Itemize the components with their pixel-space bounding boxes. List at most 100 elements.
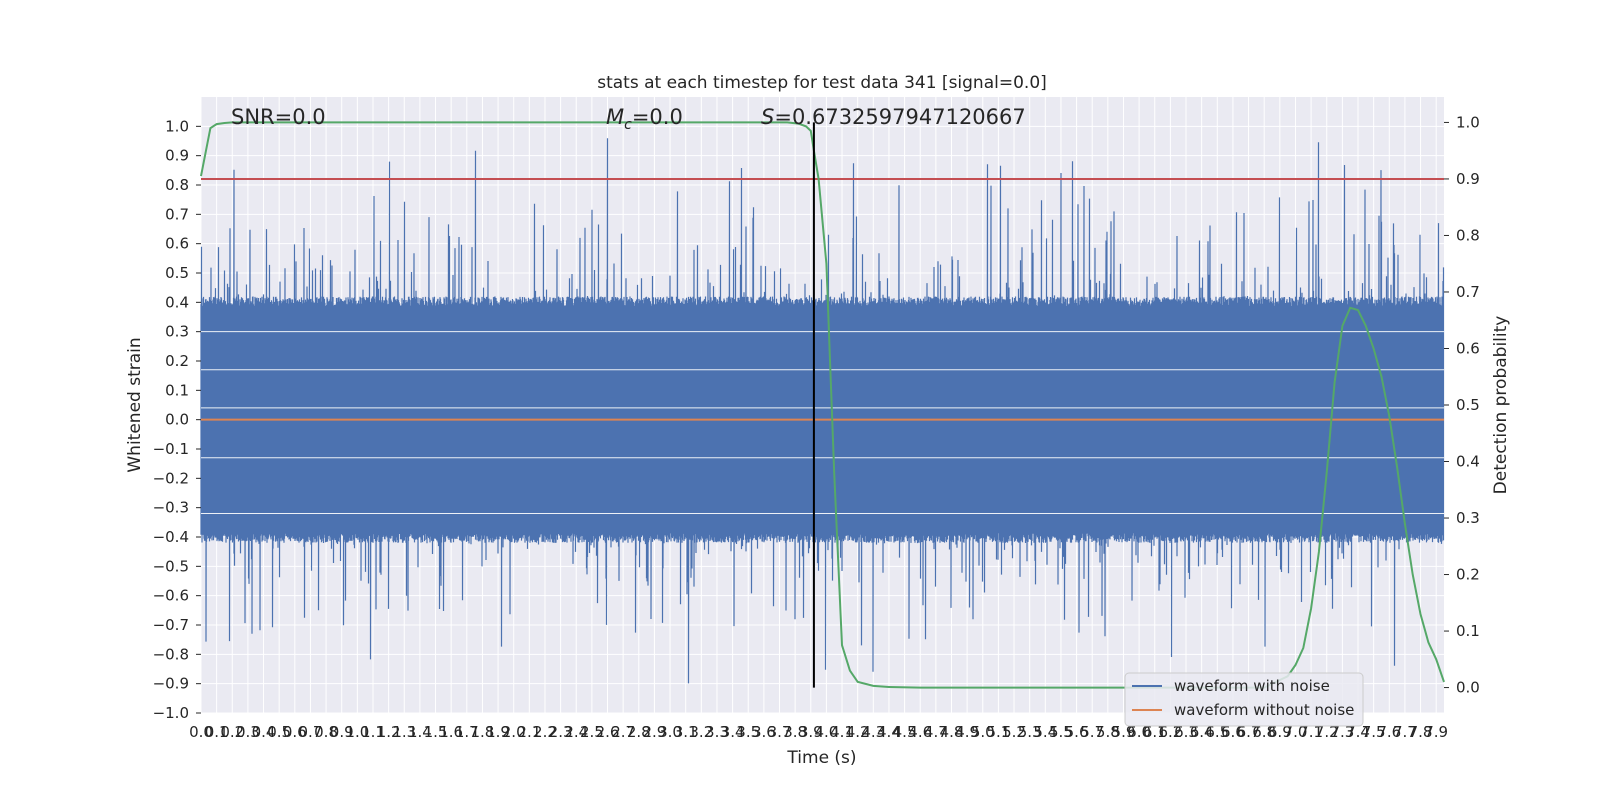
y-axis-label: Whitened strain [125,337,145,472]
x-tick-label: 7.0 [1284,723,1308,741]
legend-label-noise: waveform with noise [1174,677,1330,695]
x-tick-label: 7.8 [1409,723,1433,741]
x-tick-label: 6.6 [1221,723,1245,741]
right-y-tick-label: 0.2 [1456,566,1480,584]
left-y-tick-label: −0.1 [153,440,189,458]
left-y-tick-label: 0.7 [165,205,189,223]
x-tick-label: 7.5 [1362,723,1386,741]
x-tick-label: 7.7 [1393,723,1417,741]
x-tick-label: 0.2 [220,723,244,741]
x-tick-label: 1.5 [424,723,448,741]
right-y-tick-label: 0.5 [1456,396,1480,414]
x-tick-label: 2.5 [580,723,604,741]
x-tick-label: 4.9 [955,723,979,741]
left-y-tick-label: −0.4 [153,528,189,546]
left-y-tick-label: −1.0 [153,704,189,722]
right-y-axis-label: Detection probability [1491,316,1511,495]
x-tick-label: 7.6 [1377,723,1401,741]
x-tick-label: 1.7 [455,723,479,741]
x-tick-label: 6.3 [1174,723,1198,741]
mc-annotation: Mc=0.0 [606,105,683,133]
left-y-tick-label: 0.1 [165,381,189,399]
right-y-tick-label: 0.3 [1456,509,1480,527]
x-tick-label: 3.4 [721,723,745,741]
x-tick-label: 4.7 [924,723,948,741]
x-tick-label: 0.3 [236,723,260,741]
x-tick-label: 6.2 [1158,723,1182,741]
left-y-tick-label: 0.8 [165,176,189,194]
right-y-tick-label: 0.6 [1456,339,1480,357]
x-axis: 0.00.10.20.30.40.50.60.70.80.91.01.11.21… [189,723,1448,741]
x-tick-label: 0.7 [299,723,323,741]
x-tick-label: 3.1 [674,723,698,741]
right-y-tick-label: 0.8 [1456,226,1480,244]
snr-annotation: SNR=0.0 [231,105,326,129]
x-tick-label: 6.5 [1205,723,1229,741]
x-tick-label: 4.2 [846,723,870,741]
left-y-tick-label: −0.6 [153,587,189,605]
left-y-tick-label: 0.4 [165,293,189,311]
x-tick-label: 3.6 [752,723,776,741]
right-y-tick-label: 0.7 [1456,283,1480,301]
x-tick-label: 0.1 [205,723,229,741]
x-tick-label: 6.4 [1190,723,1214,741]
x-tick-label: 6.7 [1237,723,1261,741]
right-y-tick-label: 0.4 [1456,453,1480,471]
x-tick-label: 2.4 [564,723,588,741]
x-tick-label: 4.3 [861,723,885,741]
x-tick-label: 2.9 [642,723,666,741]
x-tick-label: 1.8 [471,723,495,741]
left-y-tick-label: 0.2 [165,352,189,370]
right-y-tick-label: 0.9 [1456,170,1480,188]
s-annotation: S=0.6732597947120667 [761,105,1026,129]
x-tick-label: 0.9 [330,723,354,741]
right-y-tick-label: 0.0 [1456,679,1480,697]
x-tick-label: 7.1 [1299,723,1323,741]
x-tick-label: 6.0 [1127,723,1151,741]
x-tick-label: 3.2 [689,723,713,741]
left-y-tick-label: 0.5 [165,264,189,282]
x-tick-label: 0.5 [267,723,291,741]
left-y-tick-label: 0.0 [165,411,189,429]
legend: waveform with noise waveform without noi… [1124,672,1364,727]
x-tick-label: 3.5 [736,723,760,741]
right-y-tick-label: 0.1 [1456,622,1480,640]
x-tick-label: 3.8 [783,723,807,741]
x-tick-label: 7.3 [1330,723,1354,741]
x-tick-label: 3.3 [705,723,729,741]
x-tick-label: 1.9 [486,723,510,741]
left-y-tick-label: 0.3 [165,323,189,341]
x-tick-label: 0.0 [189,723,213,741]
left-y-tick-label: −0.8 [153,645,189,663]
x-tick-label: 5.4 [1033,723,1057,741]
x-tick-label: 7.9 [1424,723,1448,741]
x-tick-label: 0.6 [283,723,307,741]
x-axis-label: Time (s) [786,748,856,768]
x-tick-label: 6.8 [1252,723,1276,741]
x-tick-label: 2.1 [517,723,541,741]
left-y-tick-label: −0.9 [153,675,189,693]
left-y-tick-label: 0.6 [165,235,189,253]
x-tick-label: 7.2 [1315,723,1339,741]
x-tick-label: 5.3 [1018,723,1042,741]
legend-box [1124,672,1364,727]
x-tick-label: 4.8 [940,723,964,741]
x-tick-label: 5.1 [986,723,1010,741]
mc-subscript: c [624,117,632,133]
x-tick-label: 4.4 [877,723,901,741]
x-tick-label: 2.7 [611,723,635,741]
x-tick-label: 7.4 [1346,723,1370,741]
x-tick-label: 5.9 [1112,723,1136,741]
x-tick-label: 4.6 [908,723,932,741]
x-tick-label: 6.9 [1268,723,1292,741]
x-tick-label: 0.4 [252,723,276,741]
chart-title: stats at each timestep for test data 341… [597,73,1047,93]
x-tick-label: 1.3 [392,723,416,741]
x-tick-label: 4.1 [830,723,854,741]
x-tick-label: 2.2 [533,723,557,741]
probability-line [200,121,1445,689]
x-tick-label: 2.8 [627,723,651,741]
right-y-tick-label: 1.0 [1456,113,1480,131]
